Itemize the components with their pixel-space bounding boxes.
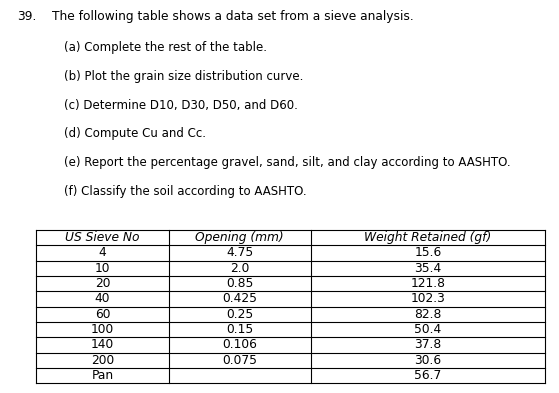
- Text: (d) Compute Cu and Cc.: (d) Compute Cu and Cc.: [64, 127, 206, 140]
- Text: 30.6: 30.6: [414, 354, 442, 367]
- Text: US Sieve No: US Sieve No: [65, 231, 140, 244]
- Text: 2.0: 2.0: [230, 262, 249, 275]
- Text: (c) Determine D10, D30, D50, and D60.: (c) Determine D10, D30, D50, and D60.: [64, 99, 298, 112]
- Text: The following table shows a data set from a sieve analysis.: The following table shows a data set fro…: [52, 10, 414, 23]
- Text: (e) Report the percentage gravel, sand, silt, and clay according to AASHTO.: (e) Report the percentage gravel, sand, …: [64, 156, 511, 169]
- Text: 0.075: 0.075: [222, 354, 257, 367]
- Text: 102.3: 102.3: [411, 292, 446, 305]
- Text: 50.4: 50.4: [414, 323, 442, 336]
- Text: Pan: Pan: [92, 369, 113, 382]
- Text: 0.25: 0.25: [226, 308, 253, 321]
- Text: 10: 10: [94, 262, 110, 275]
- Text: 121.8: 121.8: [410, 277, 446, 290]
- Text: 37.8: 37.8: [414, 338, 442, 351]
- Text: 60: 60: [94, 308, 110, 321]
- Text: 40: 40: [94, 292, 110, 305]
- Text: 82.8: 82.8: [414, 308, 442, 321]
- Text: 4: 4: [98, 246, 106, 259]
- Text: 0.425: 0.425: [222, 292, 257, 305]
- Text: Weight Retained (gf): Weight Retained (gf): [364, 231, 492, 244]
- Text: 100: 100: [91, 323, 114, 336]
- Text: 140: 140: [91, 338, 114, 351]
- Text: Opening (mm): Opening (mm): [196, 231, 284, 244]
- Text: (a) Complete the rest of the table.: (a) Complete the rest of the table.: [64, 41, 267, 54]
- Text: 35.4: 35.4: [414, 262, 442, 275]
- Text: 0.15: 0.15: [226, 323, 253, 336]
- Text: (b) Plot the grain size distribution curve.: (b) Plot the grain size distribution cur…: [64, 70, 304, 83]
- Text: 56.7: 56.7: [414, 369, 442, 382]
- Text: 39.: 39.: [17, 10, 36, 23]
- Text: 0.106: 0.106: [222, 338, 257, 351]
- Text: 4.75: 4.75: [226, 246, 253, 259]
- Text: (f) Classify the soil according to AASHTO.: (f) Classify the soil according to AASHT…: [64, 185, 307, 198]
- Text: 0.85: 0.85: [226, 277, 253, 290]
- Text: 15.6: 15.6: [414, 246, 442, 259]
- Text: 200: 200: [91, 354, 114, 367]
- Text: 20: 20: [94, 277, 110, 290]
